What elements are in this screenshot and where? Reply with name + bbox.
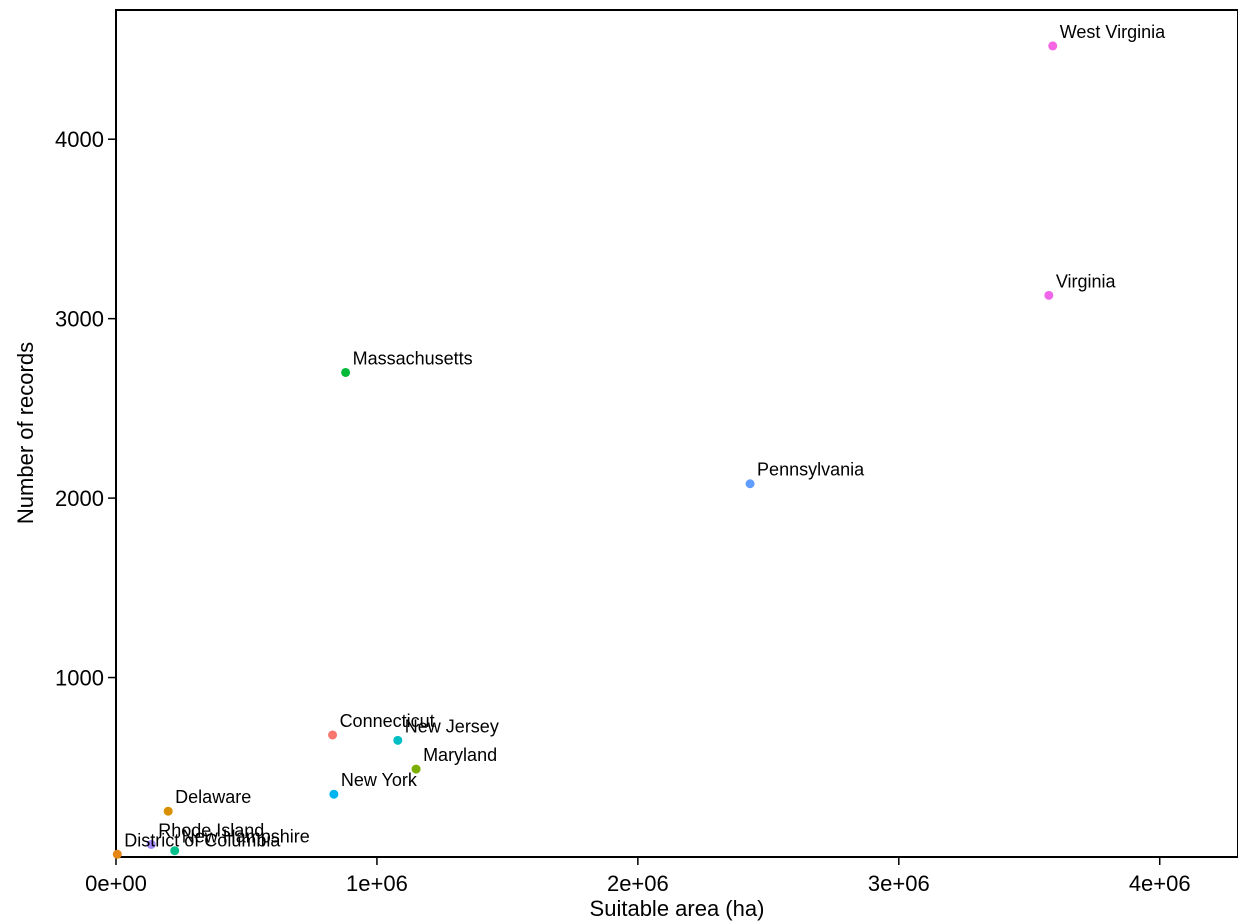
x-axis-title: Suitable area (ha) [590,896,765,921]
point-label: New York [341,770,418,790]
point-label: Rhode Island [158,820,264,840]
data-point [170,846,180,856]
point-label: New Jersey [405,716,499,736]
x-tick-label: 2e+06 [607,871,669,896]
data-point [163,806,173,816]
y-tick-label: 2000 [55,486,104,511]
point-label: Pennsylvania [757,460,865,480]
y-tick-label: 3000 [55,307,104,332]
point-label: New Hampshire [182,827,310,847]
x-tick-label: 1e+06 [346,871,408,896]
data-points [112,41,1058,859]
y-axis-title: Number of records [13,342,38,524]
x-tick-label: 3e+06 [868,871,930,896]
point-label: Connecticut [340,711,435,731]
data-point [393,735,403,745]
point-labels: West Virginia Virginia Massachusetts Pennsy… [124,22,1166,850]
y-tick-label: 1000 [55,666,104,691]
plot-panel [115,9,1238,858]
data-point [411,764,421,774]
point-label: Massachusetts [353,348,473,368]
point-label: Virginia [1056,271,1117,291]
x-axis: 0e+00 1e+06 2e+06 3e+06 4e+06 [85,857,1191,896]
y-axis: 1000 2000 3000 4000 [55,127,116,691]
point-label: West Virginia [1060,22,1166,42]
data-point [329,789,339,799]
point-label: Delaware [175,787,251,807]
data-point [341,367,351,377]
x-tick-label: 4e+06 [1129,871,1191,896]
point-label: Maryland [423,745,497,765]
point-label: District of Columbia [124,830,281,850]
y-tick-label: 4000 [55,127,104,152]
data-point [1044,290,1054,300]
x-tick-label: 0e+00 [85,871,147,896]
data-point [112,849,122,859]
data-point [146,839,156,849]
data-point [745,479,755,489]
data-point [1048,41,1058,51]
data-point [328,730,338,740]
